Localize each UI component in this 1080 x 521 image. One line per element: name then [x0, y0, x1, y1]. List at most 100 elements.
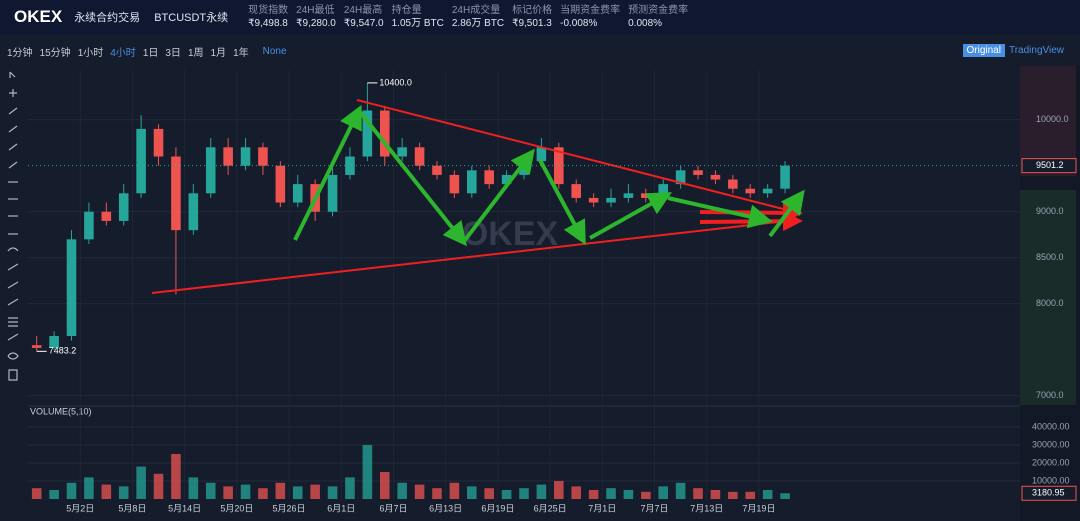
interval[interactable]: 1年 — [233, 47, 249, 59]
x-tick-label: 5月2日 — [66, 503, 94, 513]
vol-tick-label: 30000.00 — [1032, 439, 1070, 449]
high-marker-label: 10400.0 — [379, 77, 412, 87]
candle-body — [710, 174, 721, 180]
y-tick-label: 10000.0 — [1036, 114, 1069, 124]
view-option[interactable]: Original — [962, 44, 1005, 57]
volume-bar — [432, 488, 442, 499]
candle-body — [292, 184, 303, 203]
volume-bar — [136, 466, 146, 499]
x-tick-label: 6月13日 — [429, 503, 462, 513]
candle-body — [501, 174, 512, 185]
candle-body — [554, 147, 564, 185]
candle-body — [205, 147, 216, 194]
trend-line — [356, 99, 796, 213]
x-tick-label: 6月25日 — [534, 503, 567, 513]
x-tick-label: 5月26日 — [273, 503, 306, 513]
stat-value: 0.008% — [628, 18, 663, 29]
interval[interactable]: 15分钟 — [39, 47, 71, 59]
stat-label: 预测资金费率 — [628, 5, 689, 16]
toolbar: 1分钟 15分钟 1小时 4小时 1日 3日 1周 1月 1年 None Original Tra… — [0, 40, 1080, 62]
volume-bar — [101, 484, 112, 499]
stat-label: 24H最低 — [296, 5, 335, 16]
volume-bar — [449, 482, 460, 499]
volume-bar — [658, 486, 669, 499]
volume-bar — [275, 482, 286, 499]
candle-body — [49, 335, 59, 348]
volume-bar — [467, 486, 477, 499]
stat-value: 2.86万 BTC — [451, 18, 505, 29]
brand[interactable]: OKEX — [14, 7, 63, 26]
volume-title: VOLUME(5,10) — [30, 406, 92, 416]
last-volume-box — [1021, 485, 1077, 501]
wave-arrow — [667, 196, 773, 229]
stat-value: -0.008% — [560, 18, 598, 29]
wave-arrow — [463, 148, 535, 242]
stat: 当期资金费率 -0.008% — [560, 4, 620, 30]
last-volume-label: 3180.95 — [1032, 488, 1065, 498]
volume-bar — [66, 482, 77, 499]
volume-bar — [310, 484, 320, 499]
candle-body — [345, 156, 355, 175]
candle-body — [484, 170, 494, 185]
candle-body — [397, 147, 407, 157]
instrument[interactable]: BTCUSDT永续 — [154, 12, 229, 24]
x-tick-label: 6月7日 — [379, 503, 407, 513]
intervals: 1分钟 15分钟 1小时 4小时 1日 3日 1周 1月 1年 — [0, 44, 249, 59]
volume-bar — [588, 489, 599, 499]
candle-body — [658, 184, 669, 198]
interval[interactable]: 1小时 — [77, 47, 104, 59]
candle-body — [675, 170, 686, 185]
y-tick-label: 8500.0 — [1036, 252, 1064, 262]
view-option[interactable]: TradingView — [1008, 45, 1064, 56]
volume-bar — [49, 489, 59, 499]
candle-body — [432, 165, 442, 175]
y-tick-label: 7000.0 — [1036, 390, 1064, 400]
trend-arrow — [699, 211, 803, 232]
stat-label: 持仓量 — [391, 5, 422, 16]
volume-bar — [31, 488, 42, 499]
candle-body — [693, 170, 703, 175]
volume-bar — [571, 486, 581, 499]
trend-arrow — [699, 202, 803, 223]
drawing-tools — [7, 71, 19, 381]
interval[interactable]: 1月 — [210, 47, 227, 59]
wave-arrow — [293, 104, 362, 241]
stat-label: 24H最高 — [343, 5, 383, 16]
vol-tick-label: 20000.00 — [1032, 457, 1070, 467]
volume-bar — [292, 486, 303, 499]
interval[interactable]: 1周 — [187, 47, 204, 59]
interval[interactable]: 3日 — [165, 47, 181, 59]
candle-body — [623, 193, 634, 198]
volume-bar — [379, 471, 390, 499]
volume-bar — [762, 489, 773, 499]
indicator[interactable]: None — [262, 45, 287, 57]
product[interactable]: 永续合约交易 — [74, 12, 141, 24]
price-axis-bg — [1020, 66, 1080, 521]
last-price-label: 9501.2 — [1036, 160, 1064, 170]
volume-bar — [240, 484, 251, 499]
trend-line — [151, 219, 796, 294]
volume-bar — [153, 473, 164, 499]
volume-bar — [205, 482, 216, 499]
x-tick-label: 6月1日 — [327, 503, 355, 513]
x-tick-label: 5月20日 — [220, 503, 253, 513]
stat: 现货指数 ₹9,498.8 — [248, 4, 288, 30]
volume-bar — [414, 484, 425, 499]
interval[interactable]: 1日 — [142, 47, 159, 59]
candle-body — [762, 188, 773, 194]
x-tick-label: 5月8日 — [118, 503, 146, 513]
interval[interactable]: 1分钟 — [7, 47, 33, 59]
grid — [28, 70, 1020, 499]
candle-body — [275, 165, 286, 203]
candle-body — [745, 188, 756, 194]
wave-arrow — [768, 189, 805, 238]
header: OKEX 永续合约交易 BTCUSDT永续 现货指数 ₹9,498.8 24H最低 ₹… — [0, 0, 1080, 34]
axis-zone-green — [1020, 190, 1076, 405]
stats: 现货指数 ₹9,498.8 24H最低 ₹9,280.0 24H最高 ₹9,547.0 持仓… — [248, 4, 696, 30]
volume-bar — [345, 477, 355, 499]
volume-bar — [693, 488, 703, 499]
stat: 24H成交量 2.86万 BTC — [452, 4, 504, 30]
interval[interactable]: 4小时 — [110, 47, 136, 59]
candle-body — [728, 179, 738, 189]
